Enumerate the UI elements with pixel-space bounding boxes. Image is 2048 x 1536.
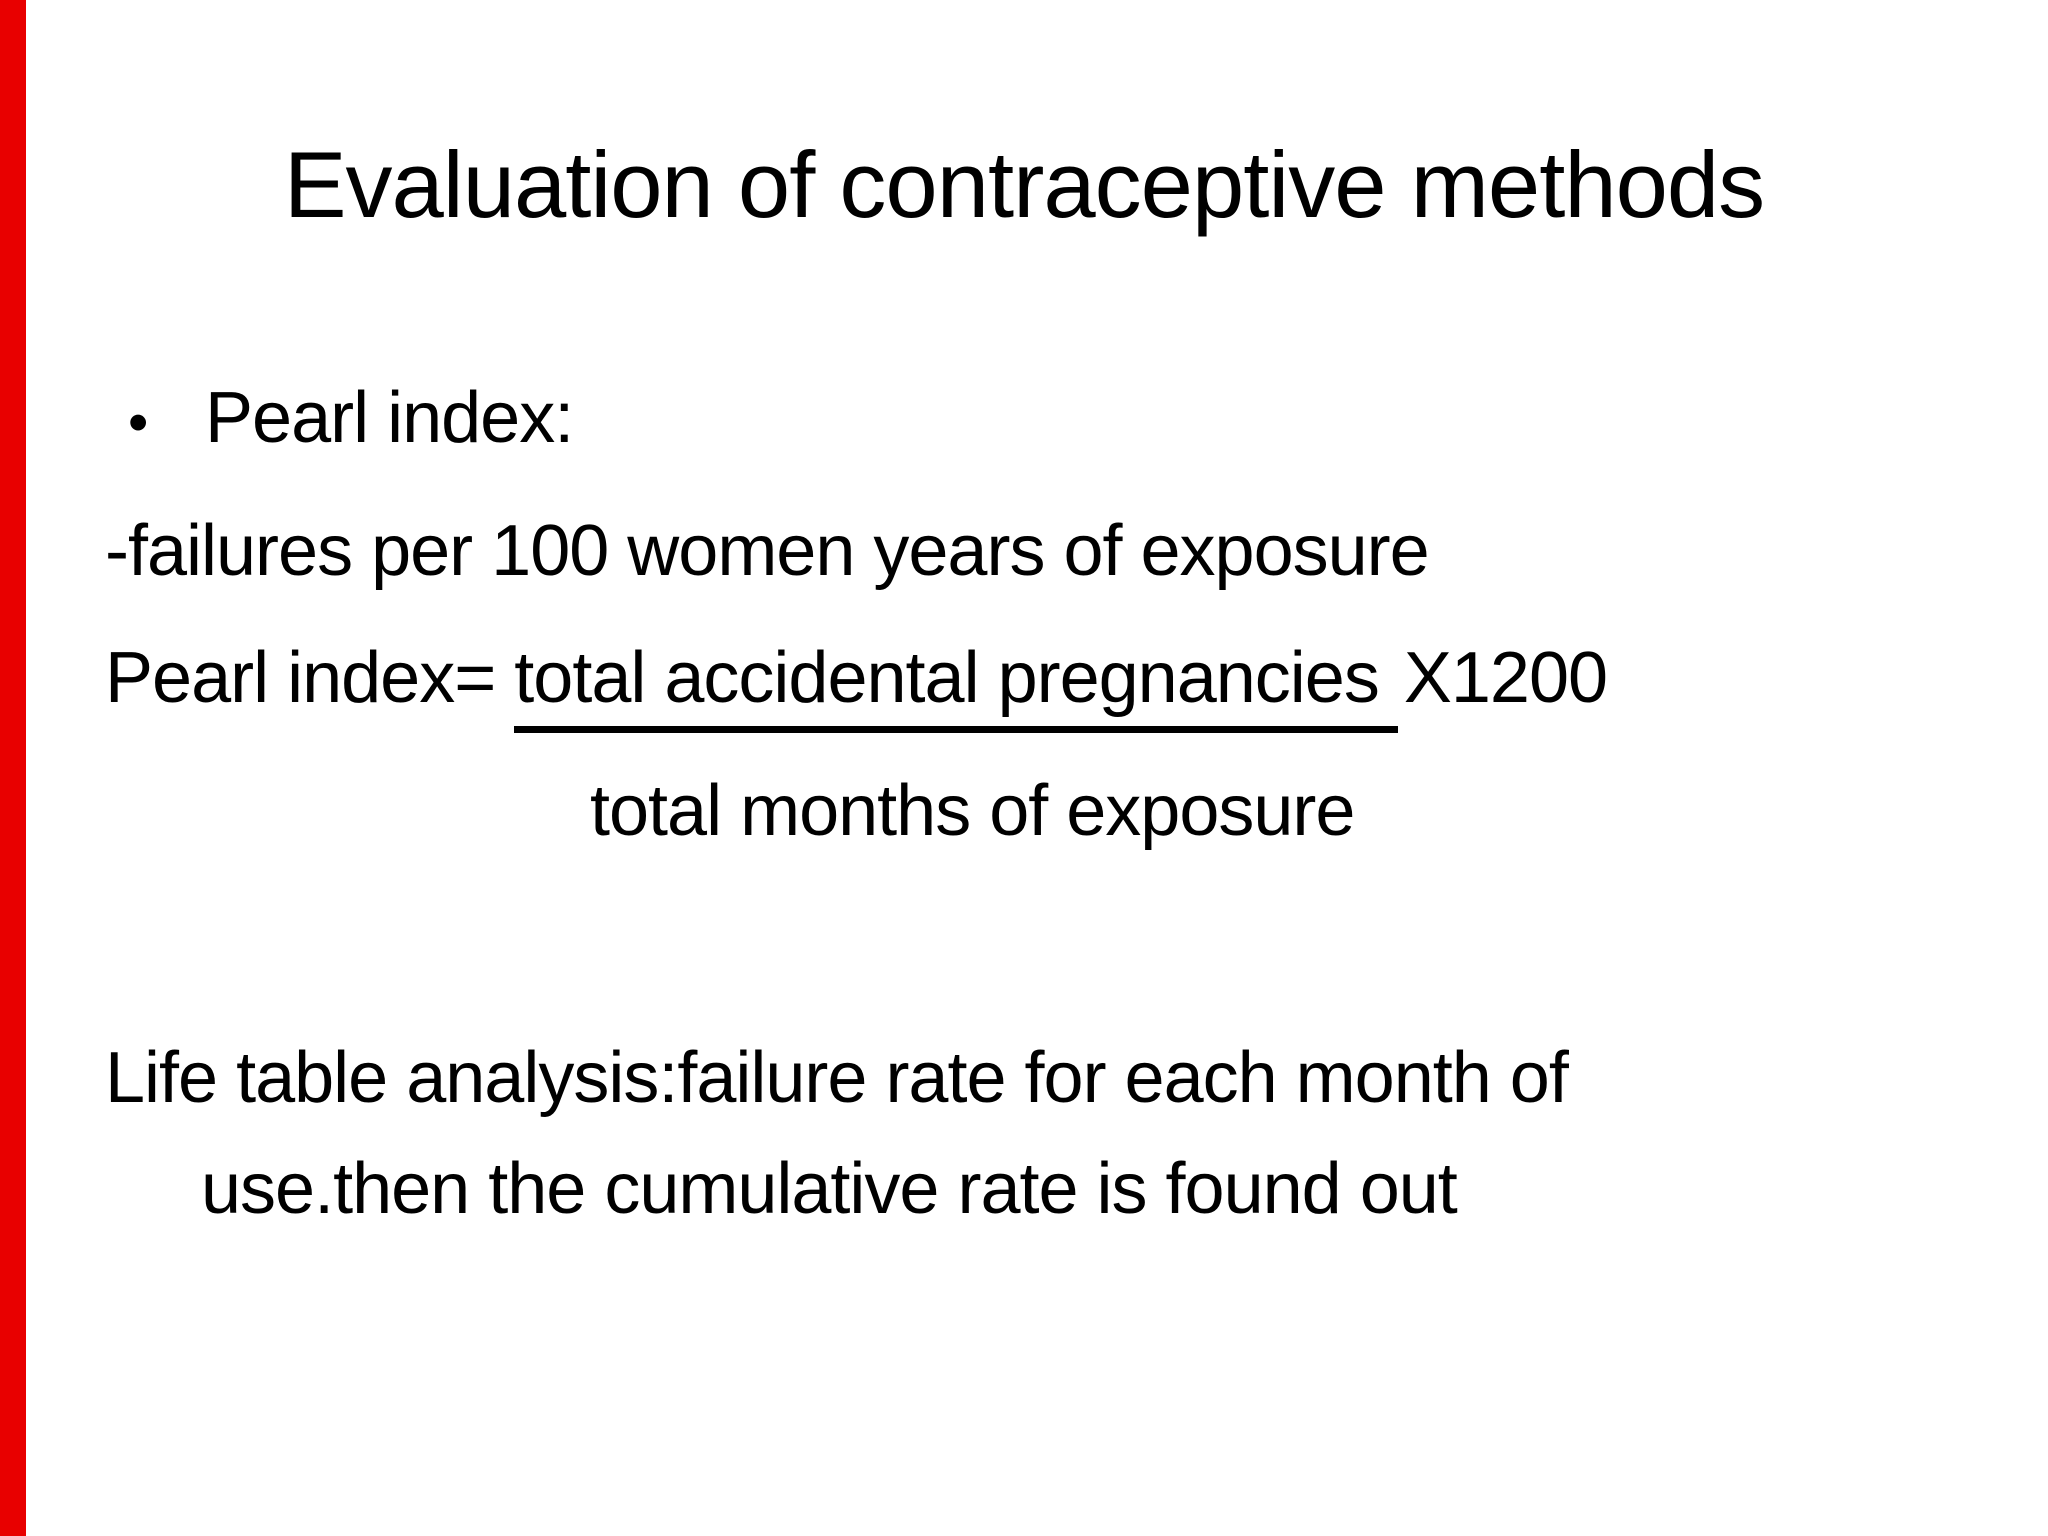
life-table-text-line2: use.then the cumulative rate is found ou… [201, 1149, 1458, 1229]
slide-title: Evaluation of contraceptive methods [283, 132, 1765, 237]
formula-prefix: Pearl index= [105, 638, 515, 718]
bullet-icon: • [128, 390, 148, 455]
red-accent-bar [0, 0, 26, 1536]
failures-text: -failures per 100 women years of exposur… [105, 511, 1430, 591]
formula-numerator-underlined: total accidental pregnancies [514, 638, 1398, 733]
pearl-index-formula: Pearl index= total accidental pregnancie… [105, 638, 1608, 733]
bullet-label: Pearl index: [205, 378, 574, 458]
formula-denominator: total months of exposure [590, 771, 1355, 851]
bullet-line: • Pearl index: [128, 382, 574, 455]
formula-multiplier: X1200 [1403, 638, 1608, 718]
life-table-text-line1: Life table analysis:failure rate for eac… [105, 1038, 1569, 1118]
